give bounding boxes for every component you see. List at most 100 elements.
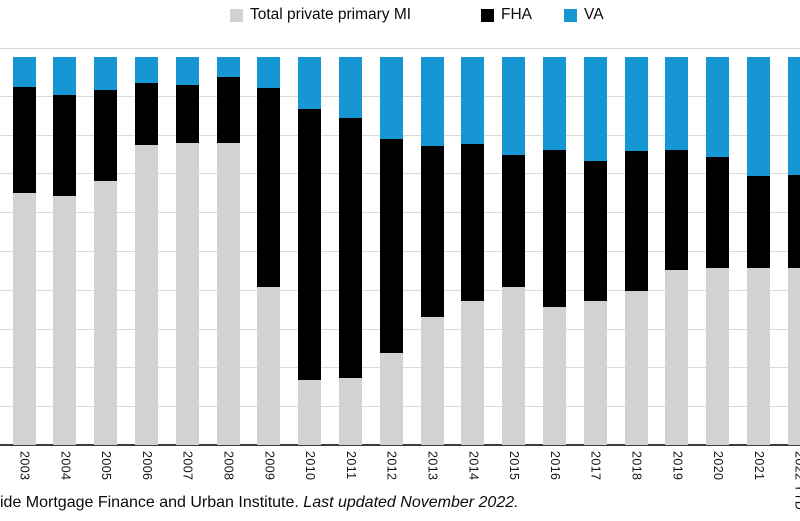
bar-segment-Total-private-primary-MI-2022-YTD	[787, 268, 800, 445]
bar-segment-VA-2014	[461, 57, 485, 145]
bar-segment-VA-2009	[257, 57, 281, 88]
plot-top-border	[0, 48, 800, 49]
legend-label-fha: FHA	[501, 6, 532, 23]
bar-2004	[53, 57, 77, 445]
x-tick-label-2021: 2021	[751, 451, 766, 481]
bar-segment-VA-2020	[706, 57, 730, 157]
source-note-italic: Last updated November 2022.	[303, 494, 519, 511]
bar-2012	[379, 57, 403, 445]
bar-segment-Total-private-primary-MI-2019	[665, 270, 689, 445]
source-note: ide Mortgage Finance and Urban Institute…	[0, 494, 519, 512]
bar-2010	[298, 57, 322, 445]
x-tick-label-2005: 2005	[99, 451, 114, 481]
bar-2009	[257, 57, 281, 445]
bar-segment-FHA-2004	[53, 95, 77, 196]
bar-2003	[12, 57, 36, 445]
bar-segment-FHA-2017	[583, 160, 607, 301]
x-tick-label-2011: 2011	[343, 451, 358, 480]
bar-segment-FHA-2013	[420, 145, 444, 317]
bar-2017	[583, 57, 607, 445]
x-tick-label-2015: 2015	[507, 451, 522, 481]
bar-segment-FHA-2019	[665, 150, 689, 270]
bar-segment-VA-2021	[746, 57, 770, 177]
legend-item-fha: FHA	[481, 6, 532, 24]
bar-segment-FHA-2011	[338, 118, 362, 378]
bar-2019	[665, 57, 689, 445]
bar-segment-FHA-2012	[379, 139, 403, 354]
bar-segment-VA-2005	[94, 57, 118, 90]
bar-segment-Total-private-primary-MI-2009	[257, 287, 281, 445]
bar-segment-Total-private-primary-MI-2021	[746, 268, 770, 445]
bar-segment-VA-2016	[542, 57, 566, 151]
bar-segment-Total-private-primary-MI-2020	[706, 267, 730, 445]
bar-segment-Total-private-primary-MI-2012	[379, 353, 403, 445]
x-tick-label-2018: 2018	[629, 451, 644, 481]
x-tick-label-2013: 2013	[425, 451, 440, 481]
bar-segment-FHA-2021	[746, 176, 770, 269]
bar-segment-FHA-2016	[542, 150, 566, 307]
bar-segment-FHA-2014	[461, 144, 485, 301]
bar-2013	[420, 57, 444, 445]
bar-segment-FHA-2003	[12, 86, 36, 193]
legend-label-private-mi: Total private primary MI	[250, 6, 412, 23]
bar-segment-VA-2015	[502, 57, 526, 156]
bar-segment-FHA-2020	[706, 156, 730, 268]
bar-segment-FHA-2005	[94, 89, 118, 182]
bar-segment-VA-2003	[12, 57, 36, 87]
bar-segment-FHA-2009	[257, 87, 281, 288]
bar-2020	[706, 57, 730, 445]
bar-segment-VA-2018	[624, 57, 648, 151]
bar-segment-Total-private-primary-MI-2014	[461, 300, 485, 445]
bar-2016	[542, 57, 566, 445]
bar-segment-VA-2011	[338, 57, 362, 119]
bar-2006	[134, 57, 158, 445]
bar-segment-Total-private-primary-MI-2007	[175, 143, 199, 445]
bar-segment-Total-private-primary-MI-2006	[134, 145, 158, 445]
bar-segment-Total-private-primary-MI-2017	[583, 300, 607, 445]
bar-segment-FHA-2022-YTD	[787, 174, 800, 269]
x-tick-label-2016: 2016	[547, 451, 562, 481]
bar-segment-Total-private-primary-MI-2004	[53, 195, 77, 445]
x-tick-label-2020: 2020	[711, 451, 726, 481]
bar-segment-Total-private-primary-MI-2008	[216, 142, 240, 445]
bar-segment-Total-private-primary-MI-2016	[542, 306, 566, 445]
bar-segment-FHA-2010	[298, 109, 322, 380]
bar-2018	[624, 57, 648, 445]
bar-segment-VA-2008	[216, 57, 240, 77]
bar-segment-VA-2006	[134, 57, 158, 84]
bar-segment-VA-2019	[665, 57, 689, 151]
chart-legend: Total private primary MI FHA VA	[0, 0, 800, 34]
bar-segment-FHA-2006	[134, 83, 158, 146]
x-tick-label-2014: 2014	[466, 451, 481, 481]
bar-2014	[461, 57, 485, 445]
legend-item-private-mi: Total private primary MI	[230, 6, 411, 24]
x-tick-label-2017: 2017	[588, 451, 603, 481]
legend-swatch-fha	[481, 8, 494, 22]
bar-segment-VA-2007	[175, 57, 199, 85]
x-axis-line	[0, 444, 800, 446]
x-tick-label-2006: 2006	[139, 451, 154, 481]
bar-2015	[502, 57, 526, 445]
x-tick-label-2010: 2010	[303, 451, 318, 481]
bar-segment-VA-2004	[53, 57, 77, 96]
bar-segment-VA-2022-YTD	[787, 57, 800, 175]
bar-2021	[746, 57, 770, 445]
x-tick-label-2012: 2012	[384, 451, 399, 481]
x-tick-label-2019: 2019	[670, 451, 685, 481]
bar-segment-FHA-2018	[624, 150, 648, 291]
x-tick-label-2004: 2004	[58, 451, 73, 481]
bar-segment-Total-private-primary-MI-2018	[624, 290, 648, 445]
bar-segment-Total-private-primary-MI-2003	[12, 192, 36, 445]
bar-segment-VA-2010	[298, 57, 322, 110]
bar-segment-Total-private-primary-MI-2005	[94, 181, 118, 445]
bar-segment-FHA-2015	[502, 155, 526, 288]
bar-segment-VA-2012	[379, 57, 403, 140]
legend-item-va: VA	[564, 6, 604, 24]
bar-segment-Total-private-primary-MI-2015	[502, 287, 526, 445]
bar-2007	[175, 57, 199, 445]
bar-segment-Total-private-primary-MI-2011	[338, 377, 362, 445]
bar-2008	[216, 57, 240, 445]
source-note-regular: ide Mortgage Finance and Urban Institute…	[0, 494, 304, 511]
x-tick-label-2008: 2008	[221, 451, 236, 481]
